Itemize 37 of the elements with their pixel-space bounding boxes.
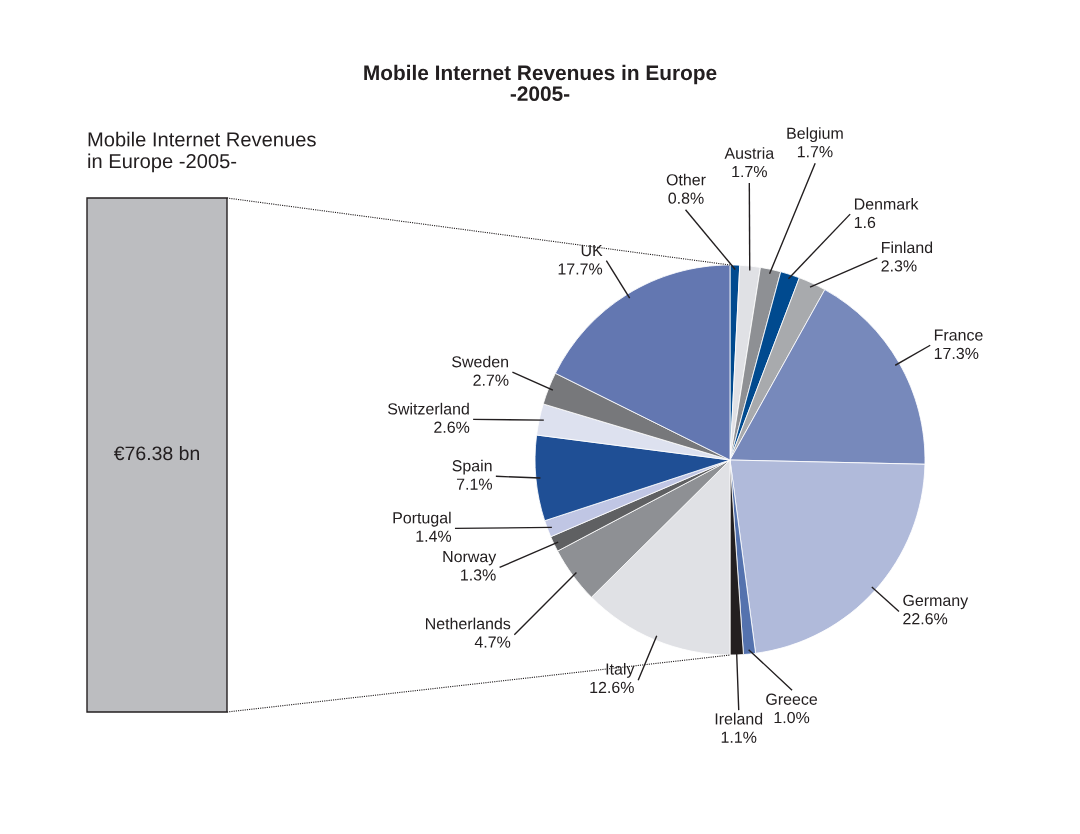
data-label: 1.0%	[774, 711, 810, 724]
data-label: 1.7%	[797, 146, 833, 158]
slice-label: France	[934, 329, 983, 341]
slice-label: Austria	[724, 147, 775, 159]
data-label: 12.6%	[590, 681, 634, 694]
slice-label: Germany	[903, 594, 969, 610]
data-label: 2.6%	[434, 421, 470, 433]
slice-label: Sweden	[452, 355, 509, 368]
data-label: 1.4%	[416, 530, 452, 542]
data-label: 0.8%	[668, 192, 704, 204]
data-label: 2.3%	[881, 260, 917, 272]
slice-label: Portugal	[393, 511, 451, 527]
slice-label: Denmark	[854, 198, 919, 210]
chart-title: Mobile Internet Revenues in Europe -2005-	[364, 64, 717, 102]
text: Mobile Internet Revenues in Europe -2005-	[88, 131, 316, 173]
data-label: 22.6%	[903, 613, 948, 625]
data-label: 4.7%	[474, 636, 511, 648]
data-label: 1.7%	[732, 166, 767, 178]
data-label: 1.6	[854, 216, 876, 229]
slice-label: Spain	[452, 459, 492, 475]
slice-label: Belgium	[787, 127, 843, 143]
slice-label: Netherlands	[426, 617, 511, 630]
slice-label: Finland	[882, 241, 933, 254]
slice-label: Ireland	[715, 712, 763, 725]
data-label: 1.3%	[461, 569, 496, 581]
text: €76.38 bn	[113, 445, 199, 461]
data-label: 1.1%	[721, 731, 757, 743]
data-label: 17.3%	[934, 347, 979, 360]
data-label: 17.7%	[558, 263, 603, 275]
slice-label: UK	[581, 245, 603, 257]
data-label: 2.7%	[473, 374, 509, 386]
slice-label: Italy	[606, 662, 635, 678]
slice-label: Norway	[443, 551, 497, 566]
data-label: 7.1%	[456, 478, 492, 490]
slice-label: Switzerland	[388, 402, 469, 415]
slice-label: Other	[666, 173, 706, 186]
slice-label: Greece	[766, 693, 818, 705]
